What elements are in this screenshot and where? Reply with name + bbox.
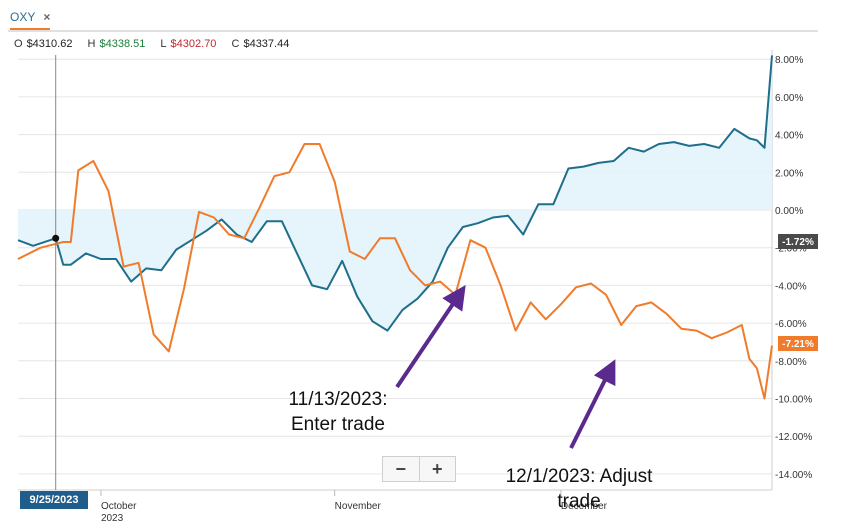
- crosshair-dot: [52, 234, 60, 242]
- annotations: 11/13/2023: Enter trade 12/1/2023: Adjust t…: [289, 285, 654, 512]
- y-tick-label: 0.00%: [775, 206, 803, 217]
- adjust-trade-label: trade: [557, 491, 600, 512]
- open-value: $4310.62: [26, 38, 73, 50]
- low-value: $4302.70: [170, 38, 217, 50]
- close-label: C: [231, 38, 240, 50]
- tab-symbol[interactable]: OXY ×: [10, 10, 51, 30]
- tab-symbol-label: OXY: [10, 10, 36, 24]
- y-tick-label: 8.00%: [775, 55, 803, 66]
- enter-trade-label: Enter trade: [291, 414, 385, 435]
- cursor-date-flag: 9/25/2023: [20, 491, 88, 509]
- y-tick-label: -4.00%: [775, 281, 807, 292]
- adjust-trade-date: 12/1/2023: Adjust: [506, 466, 654, 487]
- low-label: L: [160, 38, 167, 50]
- enter-trade-date: 11/13/2023:: [289, 389, 388, 410]
- crosshair: [52, 55, 60, 490]
- y-axis: 8.00% 6.00% 4.00% 2.00% 0.00% -2.00% -4.00% -6.…: [775, 55, 818, 481]
- open-label: O: [14, 38, 23, 50]
- ohlc-readout: O $4310.62 H $4338.51 L $4302.70 C $4337.44: [14, 38, 291, 50]
- close-icon[interactable]: ×: [43, 10, 51, 24]
- y-tick-label: 2.00%: [775, 168, 803, 179]
- x-tick-label-year: 2023: [101, 513, 124, 524]
- y-tick-label: 4.00%: [775, 131, 803, 142]
- adjust-arrow: [569, 359, 616, 449]
- enter-arrow: [395, 285, 466, 389]
- high-value: $4338.51: [99, 38, 146, 50]
- y-tick-label: -12.00%: [775, 432, 812, 443]
- tab-bar: OXY ×: [8, 8, 818, 32]
- teal-last-value-tag: [778, 234, 818, 249]
- y-tick-label: -6.00%: [775, 319, 807, 330]
- x-tick-label: October: [101, 501, 137, 512]
- zoom-in-button[interactable]: +: [431, 458, 443, 479]
- y-tick-label: -2.00%: [775, 244, 807, 255]
- series-lines: [17, 55, 773, 400]
- y-tick-label: 6.00%: [775, 93, 803, 104]
- zoom-out-button[interactable]: −: [383, 457, 420, 481]
- teal-area-fill: [18, 55, 772, 331]
- y-tick-label: -8.00%: [775, 357, 807, 368]
- area-fill: [18, 55, 772, 331]
- x-tick-label: November: [335, 501, 382, 512]
- orange-last-value-tag: [778, 336, 818, 351]
- orange-series-line: [17, 143, 773, 400]
- last-value-label: -1.72%: [782, 237, 814, 248]
- y-tick-label: -10.00%: [775, 395, 812, 406]
- x-tick-label: December: [561, 501, 608, 512]
- last-value-label: -7.21%: [782, 339, 814, 350]
- high-label: H: [87, 38, 96, 50]
- y-tick-label: -14.00%: [775, 470, 812, 481]
- zoom-control: − +: [382, 456, 456, 482]
- close-value: $4337.44: [243, 38, 290, 50]
